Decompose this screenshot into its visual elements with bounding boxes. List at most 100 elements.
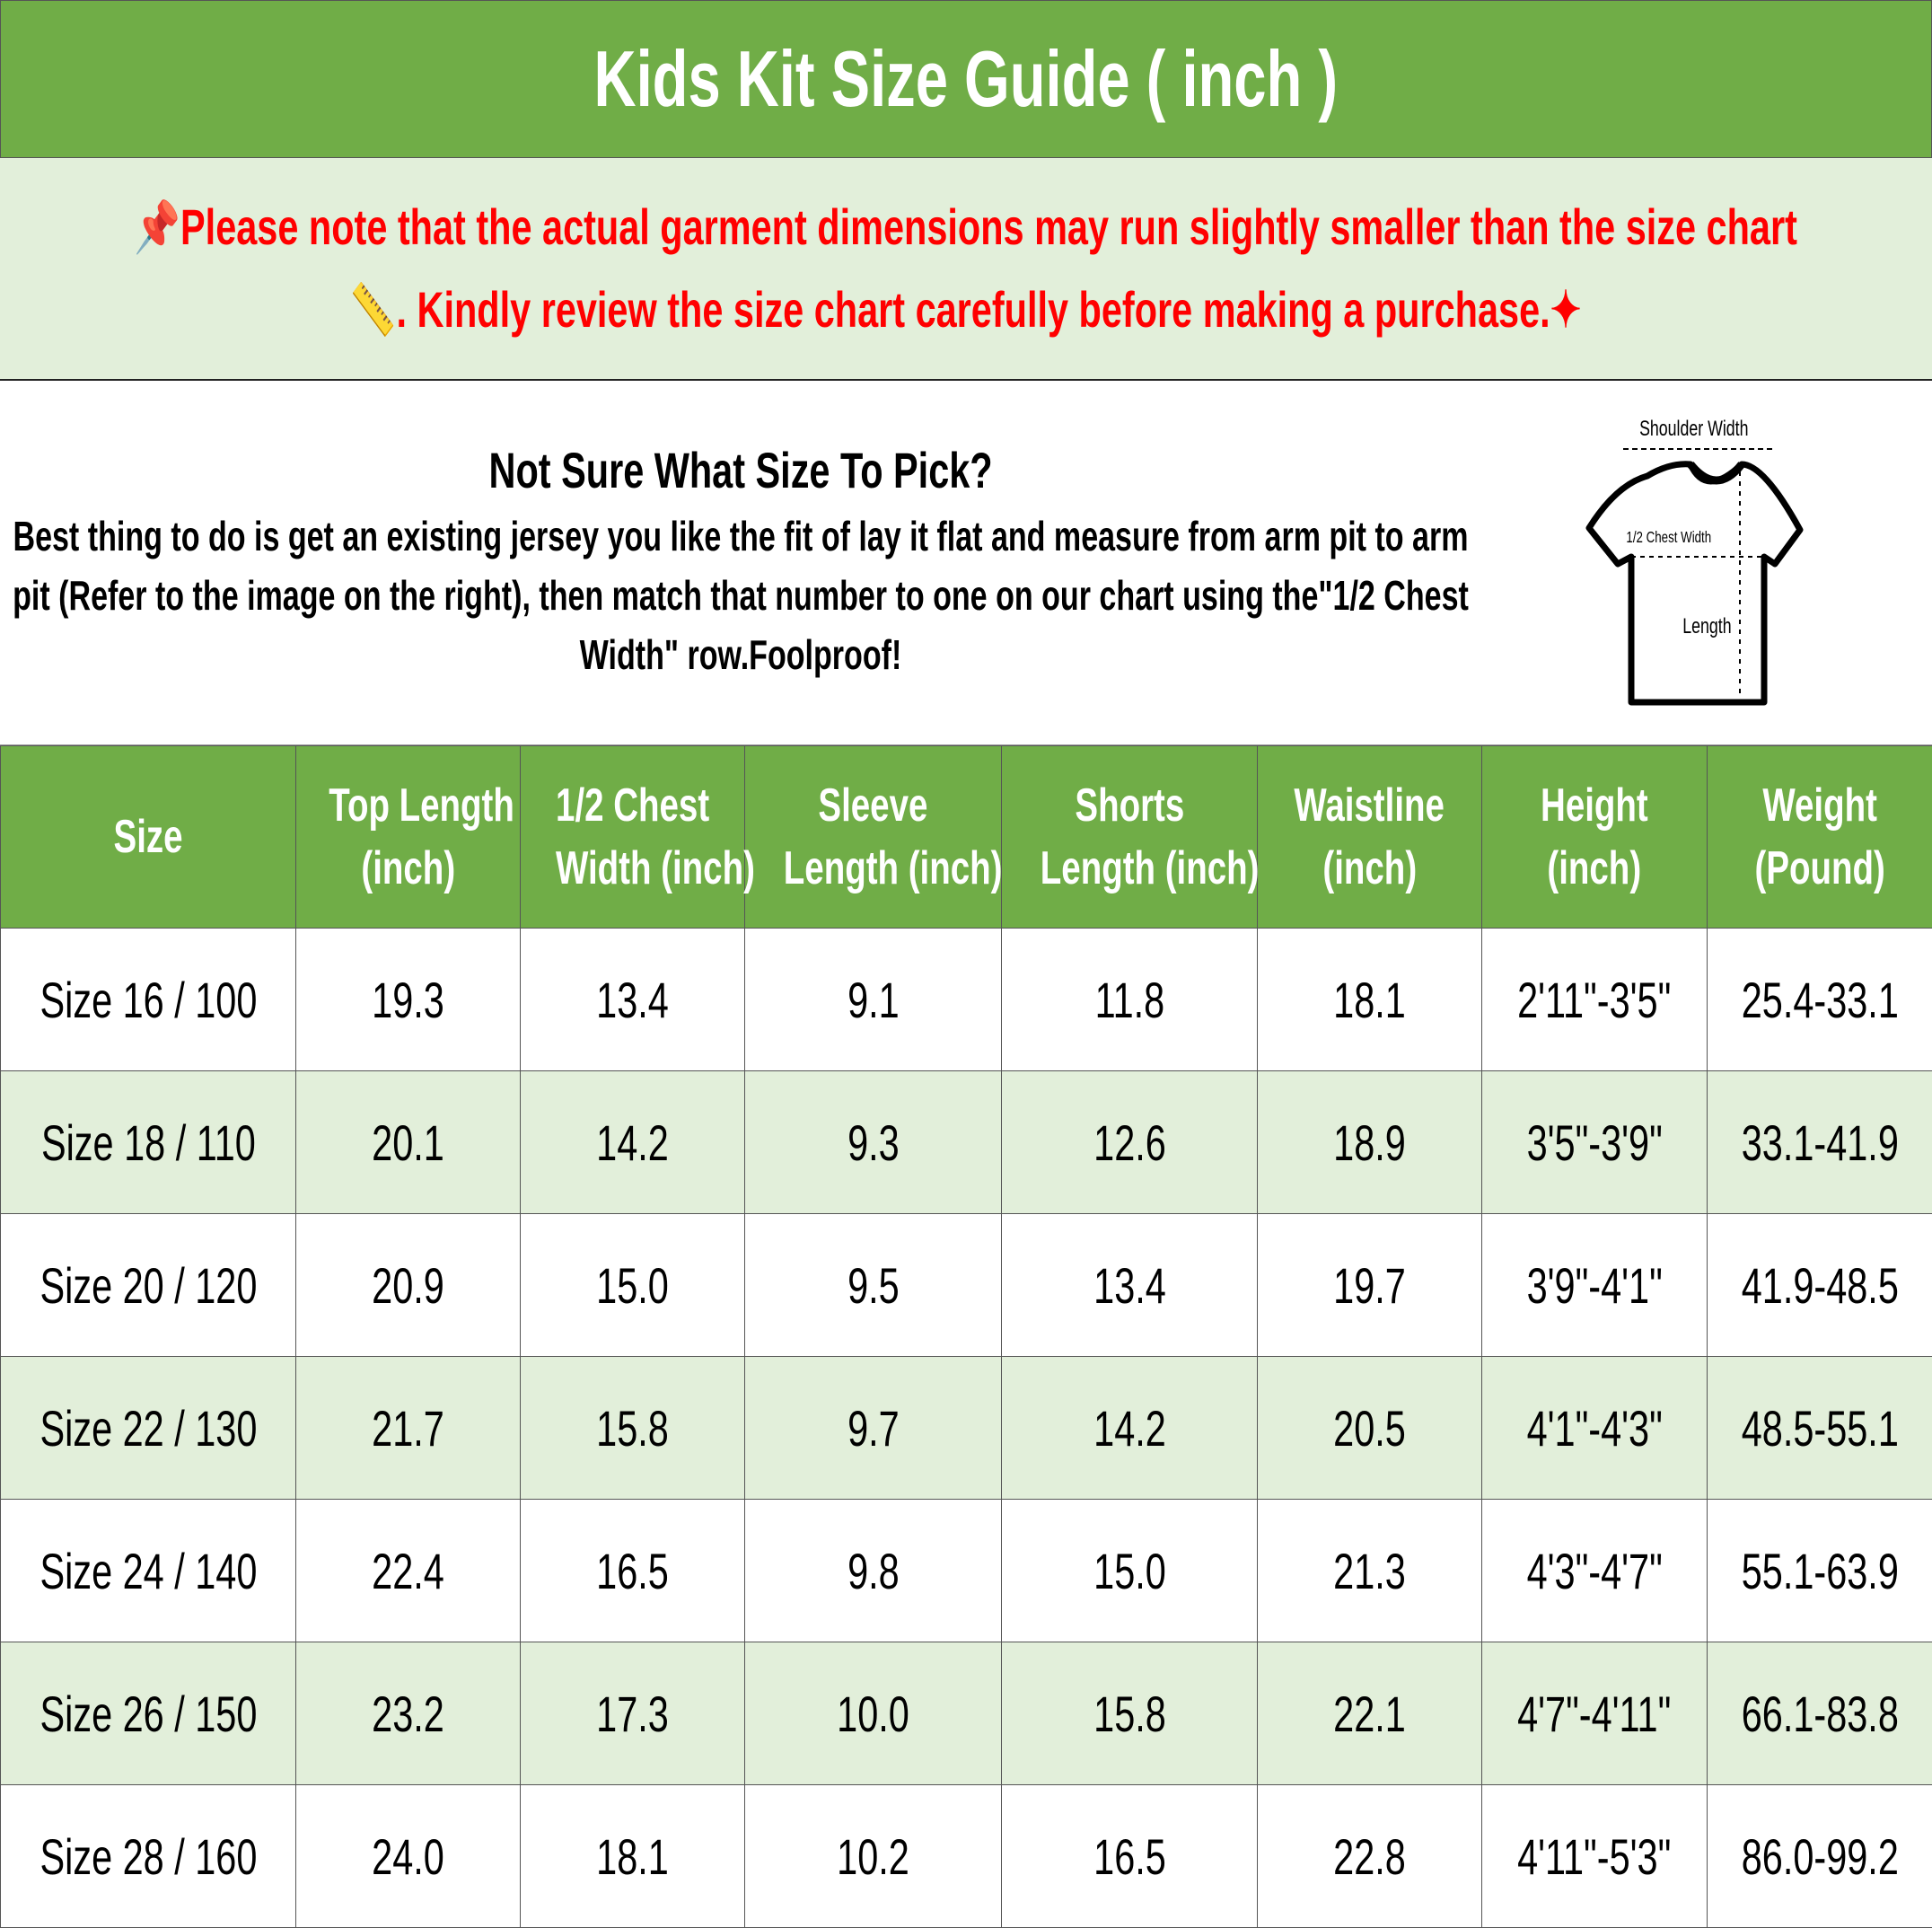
- table-cell: 13.4: [520, 928, 745, 1071]
- cell-value: Size 18 / 110: [40, 1114, 256, 1171]
- table-cell: 18.1: [520, 1784, 745, 1928]
- column-header: Sleeve Length (inch): [744, 745, 1003, 929]
- cell-value: 18.1: [1333, 971, 1406, 1028]
- table-cell: 11.8: [1001, 928, 1258, 1071]
- tip-heading: Not Sure What Size To Pick?: [488, 442, 993, 498]
- cell-value: 18.1: [596, 1827, 669, 1885]
- cell-value: 86.0-99.2: [1741, 1827, 1899, 1885]
- table-cell: 22.4: [295, 1499, 521, 1642]
- table-cell: 16.5: [520, 1499, 745, 1642]
- column-header-label: Weight: [1762, 779, 1877, 832]
- column-header-label: Length (inch): [783, 842, 1003, 894]
- table-cell: 4'3"-4'7": [1481, 1499, 1708, 1642]
- table-cell: 21.3: [1257, 1499, 1482, 1642]
- table-cell: Size 20 / 120: [0, 1213, 296, 1357]
- cell-value: 9.5: [847, 1256, 900, 1314]
- cell-value: 13.4: [1093, 1256, 1166, 1314]
- table-cell: 66.1-83.8: [1707, 1642, 1932, 1785]
- table-cell: 15.0: [1001, 1499, 1258, 1642]
- table-cell: 19.7: [1257, 1213, 1482, 1357]
- cell-value: 9.1: [847, 971, 900, 1028]
- column-header-label: Waistline: [1294, 779, 1445, 832]
- table-row: Size 24 / 140 22.4 16.5 9.8 15.0 21.3 4'3"-4'7…: [0, 1499, 1932, 1642]
- table-cell: 10.2: [744, 1784, 1002, 1928]
- column-header-label: Width (inch): [555, 842, 755, 894]
- cell-value: 4'11"-5'3": [1517, 1827, 1672, 1885]
- table-cell: 4'7"-4'11": [1481, 1642, 1708, 1785]
- table-cell: 10.0: [744, 1642, 1002, 1785]
- chest-width-label: 1/2 Chest Width: [1626, 529, 1711, 546]
- table-cell: 12.6: [1001, 1070, 1258, 1214]
- cell-value: 22.8: [1333, 1827, 1406, 1885]
- cell-value: 41.9-48.5: [1741, 1256, 1899, 1314]
- shoulder-width-label: Shoulder Width: [1639, 418, 1748, 441]
- cell-value: 4'1"-4'3": [1526, 1399, 1663, 1457]
- table-cell: 9.7: [744, 1356, 1002, 1500]
- column-header: Top Length (inch): [295, 745, 521, 929]
- table-cell: Size 26 / 150: [0, 1642, 296, 1785]
- cell-value: 4'3"-4'7": [1526, 1542, 1663, 1599]
- cell-value: 18.9: [1333, 1114, 1406, 1171]
- cell-value: 16.5: [1093, 1827, 1166, 1885]
- column-header: Size: [0, 745, 296, 929]
- column-header-label: (Pound): [1754, 842, 1885, 894]
- table-row: Size 16 / 100 19.3 13.4 9.1 11.8 18.1 2'11"-3'…: [0, 928, 1932, 1071]
- table-cell: 86.0-99.2: [1707, 1784, 1932, 1928]
- table-cell: 14.2: [1001, 1356, 1258, 1500]
- table-row: Size 22 / 130 21.7 15.8 9.7 14.2 20.5 4'1"-4'3…: [0, 1356, 1932, 1500]
- table-cell: Size 22 / 130: [0, 1356, 296, 1500]
- ruler-icon: 📏: [350, 281, 397, 338]
- table-cell: 20.1: [295, 1070, 521, 1214]
- column-header: Weight (Pound): [1707, 745, 1932, 929]
- column-header-label: Length (inch): [1040, 842, 1260, 894]
- tshirt-diagram: Shoulder Width 1/2 Chest Width Length: [1585, 418, 1804, 706]
- cell-value: 55.1-63.9: [1741, 1542, 1899, 1599]
- cell-value: Size 16 / 100: [40, 971, 257, 1028]
- column-header-label: 1/2 Chest: [555, 779, 710, 832]
- cell-value: 24.0: [372, 1827, 444, 1885]
- cell-value: 20.5: [1333, 1399, 1406, 1457]
- table-cell: 4'11"-5'3": [1481, 1784, 1708, 1928]
- table-cell: 41.9-48.5: [1707, 1213, 1932, 1357]
- table-cell: 24.0: [295, 1784, 521, 1928]
- cell-value: 2'11"-3'5": [1517, 971, 1672, 1028]
- table-cell: 22.1: [1257, 1642, 1482, 1785]
- sizing-tip: Not Sure What Size To Pick? Best thing t…: [0, 381, 1932, 745]
- cell-value: 9.8: [847, 1542, 900, 1599]
- table-cell: 3'9"-4'1": [1481, 1213, 1708, 1357]
- cell-value: 23.2: [372, 1685, 444, 1742]
- cell-value: 15.0: [1093, 1542, 1166, 1599]
- table-cell: 25.4-33.1: [1707, 928, 1932, 1071]
- cell-value: 25.4-33.1: [1741, 971, 1899, 1028]
- column-header-label: Height: [1541, 779, 1648, 832]
- table-cell: 19.3: [295, 928, 521, 1071]
- cell-value: 9.3: [847, 1114, 900, 1171]
- notice-banner: 📌Please note that the actual garment dim…: [0, 158, 1932, 381]
- table-cell: Size 24 / 140: [0, 1499, 296, 1642]
- column-header-label: (inch): [361, 842, 455, 894]
- cell-value: Size 26 / 150: [40, 1685, 257, 1742]
- cell-value: 48.5-55.1: [1741, 1399, 1899, 1457]
- cell-value: Size 24 / 140: [40, 1542, 257, 1599]
- cell-value: 10.2: [837, 1827, 909, 1885]
- cell-value: 14.2: [596, 1114, 669, 1171]
- table-cell: 16.5: [1001, 1784, 1258, 1928]
- cell-value: 33.1-41.9: [1741, 1114, 1899, 1171]
- table-cell: Size 28 / 160: [0, 1784, 296, 1928]
- column-header: Waistline (inch): [1257, 745, 1482, 929]
- table-cell: 9.8: [744, 1499, 1002, 1642]
- cell-value: 15.8: [1093, 1685, 1166, 1742]
- column-header: Height (inch): [1481, 745, 1708, 929]
- table-cell: 48.5-55.1: [1707, 1356, 1932, 1500]
- table-cell: 55.1-63.9: [1707, 1499, 1932, 1642]
- table-cell: 21.7: [295, 1356, 521, 1500]
- cell-value: 4'7"-4'11": [1517, 1685, 1672, 1742]
- cell-value: 14.2: [1093, 1399, 1166, 1457]
- pushpin-icon: 📌: [134, 198, 181, 255]
- cell-value: Size 20 / 120: [40, 1256, 257, 1314]
- cell-value: 22.4: [372, 1542, 444, 1599]
- column-header: 1/2 Chest Width (inch): [520, 745, 755, 929]
- column-header-label: Size: [113, 811, 183, 863]
- cell-value: Size 28 / 160: [40, 1827, 257, 1885]
- table-cell: Size 16 / 100: [0, 928, 296, 1071]
